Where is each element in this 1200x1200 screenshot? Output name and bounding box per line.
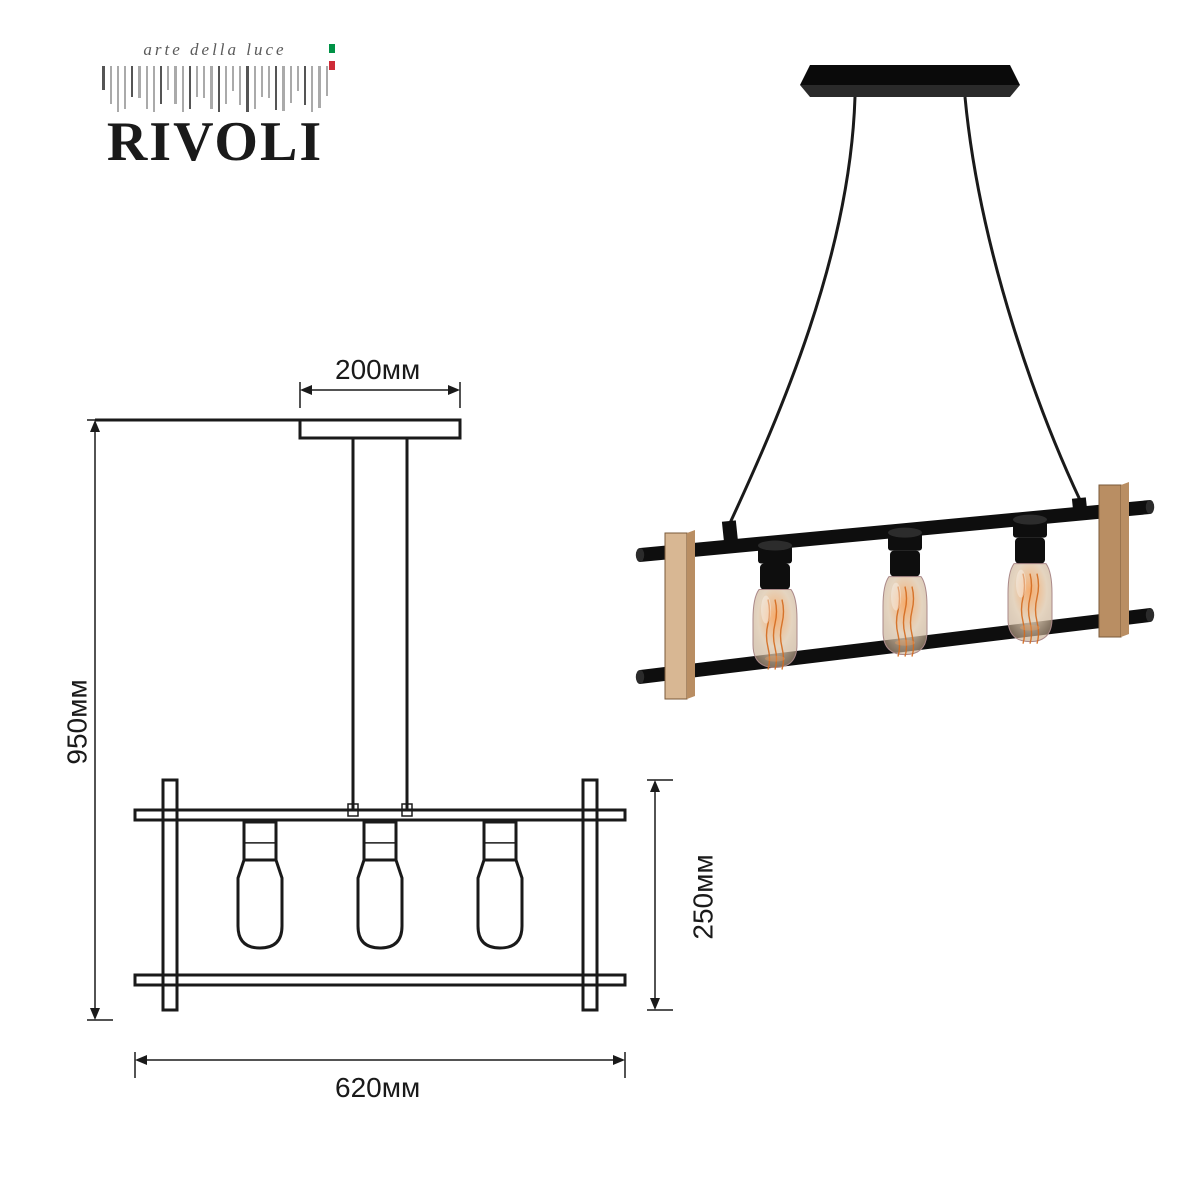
- dim-total-height: 950мм: [62, 679, 94, 764]
- logo-barcode-graphic: [85, 66, 345, 112]
- dim-frame-height: 250мм: [688, 854, 720, 939]
- logo-brand-name: RIVOLI: [85, 110, 345, 174]
- brand-logo: arte della luce RIVOLI: [85, 40, 345, 174]
- dim-frame-width: 620мм: [335, 1072, 420, 1104]
- product-render: [610, 55, 1170, 735]
- technical-diagram: [55, 360, 685, 1130]
- logo-tagline: arte della luce: [85, 40, 345, 60]
- dim-canopy-width: 200мм: [335, 354, 420, 386]
